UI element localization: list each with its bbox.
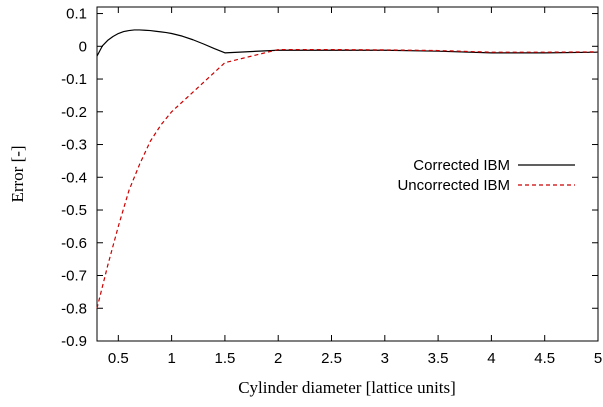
- x-tick-label: 4: [487, 350, 495, 367]
- x-tick-label: 2.5: [321, 350, 342, 367]
- series-layer: [96, 29, 599, 309]
- y-tick-label: -0.9: [61, 333, 87, 350]
- y-tick-label: -0.7: [61, 268, 87, 285]
- plot-frame: [96, 6, 599, 342]
- x-tick-label: 0.5: [108, 350, 129, 367]
- x-axis-label: Cylinder diameter [lattice units]: [238, 378, 456, 397]
- x-tick-label: 1.5: [214, 350, 235, 367]
- legend-label-corrected: Corrected IBM: [413, 157, 510, 174]
- y-axis-label: Error [-]: [8, 145, 27, 202]
- legend-label-uncorrected: Uncorrected IBM: [397, 177, 510, 194]
- y-tick-label: 0: [79, 38, 87, 55]
- x-tick-label: 4.5: [534, 350, 555, 367]
- x-tick-label: 2: [274, 350, 282, 367]
- x-tick-label: 1: [167, 350, 175, 367]
- y-tick-label: -0.3: [61, 137, 87, 154]
- series-line-uncorrected-ibm: [96, 48, 599, 309]
- y-tick-label: -0.6: [61, 235, 87, 252]
- y-tick-label: -0.2: [61, 104, 87, 121]
- x-tick-label: 3: [381, 350, 389, 367]
- y-tick-label: -0.1: [61, 71, 87, 88]
- y-tick-label: -0.8: [61, 300, 87, 317]
- y-tick-label: 0.1: [66, 6, 87, 23]
- tick-labels: 0.5 1 1.5 2 2.5 3 3.5 4 4.5 5 0.1 0 -0.1 -0.2 -0.3 -0.4…: [61, 6, 602, 367]
- legend: Corrected IBM Uncorrected IBM: [397, 157, 575, 194]
- y-tick-label: -0.4: [61, 169, 87, 186]
- x-tick-label: 3.5: [428, 350, 449, 367]
- x-tick-label: 5: [594, 350, 602, 367]
- y-tick-label: -0.5: [61, 202, 87, 219]
- axis-ticks: [97, 7, 599, 342]
